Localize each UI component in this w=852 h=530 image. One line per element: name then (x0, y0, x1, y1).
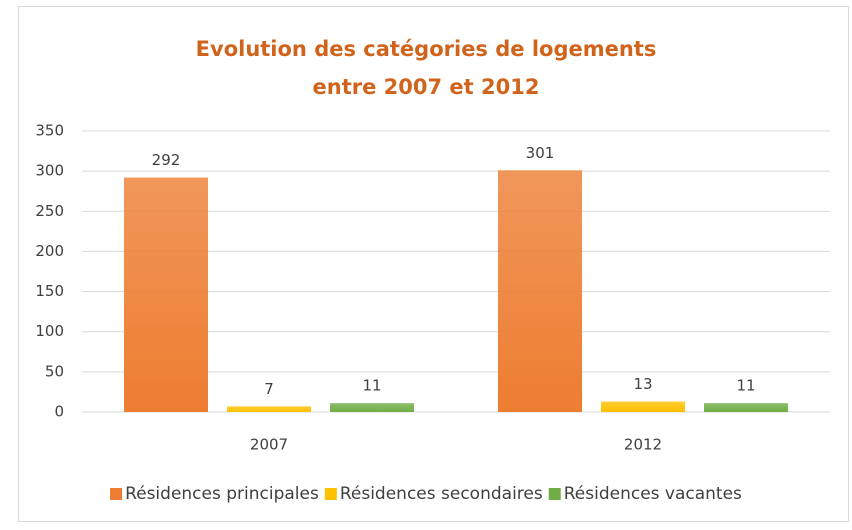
y-tick-label: 300 (35, 162, 64, 180)
x-tick-label: 2007 (250, 436, 288, 454)
legend-swatch (548, 488, 561, 500)
bar (124, 177, 208, 412)
data-label: 292 (152, 151, 181, 169)
chart-title: Evolution des catégories de logements en… (195, 37, 657, 99)
legend-label: Résidences secondaires (340, 484, 543, 504)
legend-label: Résidences principales (125, 484, 319, 504)
legend-label: Résidences vacantes (564, 484, 742, 504)
y-tick-label: 150 (35, 282, 64, 300)
legend-swatch (110, 488, 123, 500)
data-label: 301 (526, 144, 555, 162)
data-label: 13 (633, 375, 652, 393)
y-tick-label: 0 (54, 403, 64, 421)
data-label: 11 (362, 377, 381, 395)
bar (601, 401, 685, 412)
y-tick-label: 50 (45, 362, 64, 380)
bar (330, 403, 414, 412)
data-label: 7 (264, 380, 274, 398)
y-tick-label: 100 (35, 322, 64, 340)
data-label: 11 (736, 377, 755, 395)
y-tick-label: 200 (35, 242, 64, 260)
y-tick-label: 250 (35, 202, 64, 220)
bar (227, 406, 311, 412)
bar (704, 403, 788, 412)
x-tick-label: 2012 (624, 436, 662, 454)
y-tick-label: 350 (35, 122, 64, 140)
legend-swatch (324, 488, 337, 500)
bar (498, 170, 582, 412)
